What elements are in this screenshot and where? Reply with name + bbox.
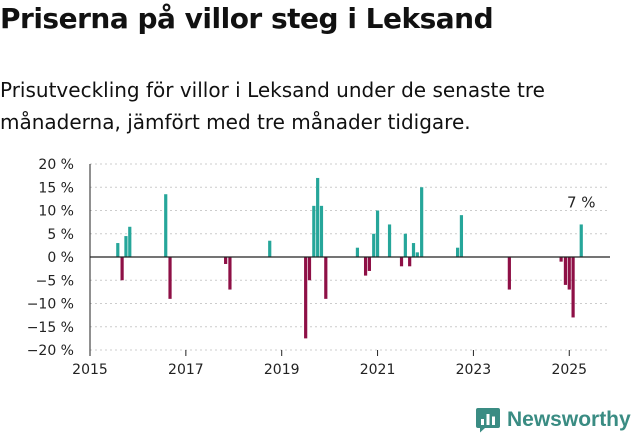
chart-subtitle: Prisutveckling för villor i Leksand unde… [0,78,545,134]
bar [408,257,412,267]
bar [399,257,404,267]
bar [455,247,460,257]
bar [459,215,464,257]
newsworthy-logo-icon [476,408,500,433]
x-tick-label: 2015 [72,362,108,378]
bar [224,257,228,264]
bar [164,194,168,257]
last-value-annotation: 7 % [567,193,596,211]
bar [567,257,571,290]
bar [363,257,368,276]
bar [559,257,563,262]
bar [307,257,312,281]
x-tick-label: 2021 [360,362,396,378]
bar [116,243,120,257]
bar [168,257,172,299]
y-tick-label: 5 % [47,227,74,243]
y-tick-label: 20 % [38,157,74,173]
bar [268,240,272,257]
bar [367,257,372,271]
bar [324,257,328,299]
bar [579,224,583,257]
bar [415,252,419,257]
bar [420,187,424,257]
bar [120,257,124,281]
bar [387,224,392,257]
bar [312,205,316,257]
bar [124,236,128,257]
brand-logo: Newsworthy [476,407,631,433]
bar [128,226,132,257]
bar [403,233,407,257]
bar [571,257,575,318]
y-tick-label: −5 % [36,273,74,289]
bar [304,257,308,339]
bar [355,247,360,257]
bar [228,257,232,290]
y-tick-label: −20 % [27,343,74,359]
bar [372,233,376,257]
y-tick-label: −10 % [27,297,74,313]
bar [375,210,380,257]
bar [319,205,324,257]
x-tick-label: 2017 [168,362,204,378]
y-tick-label: 15 % [38,180,74,196]
bar [507,257,511,290]
x-tick-label: 2019 [264,362,300,378]
y-tick-label: 10 % [38,204,74,220]
brand-name: Newsworthy [507,408,631,431]
bar-chart: 20 % 15 % 10 % 5 % 0 % −5 % −10 % −15 % −20 % 201… [27,157,610,378]
chart-title: Priserna på villor steg i Leksand [0,2,494,35]
x-tick-label: 2023 [456,362,492,378]
bar [316,177,320,257]
y-tick-label: 0 % [47,250,74,266]
bar [411,243,416,257]
bar [563,257,568,285]
x-tick-label: 2025 [551,362,587,378]
y-tick-label: −15 % [27,320,74,336]
